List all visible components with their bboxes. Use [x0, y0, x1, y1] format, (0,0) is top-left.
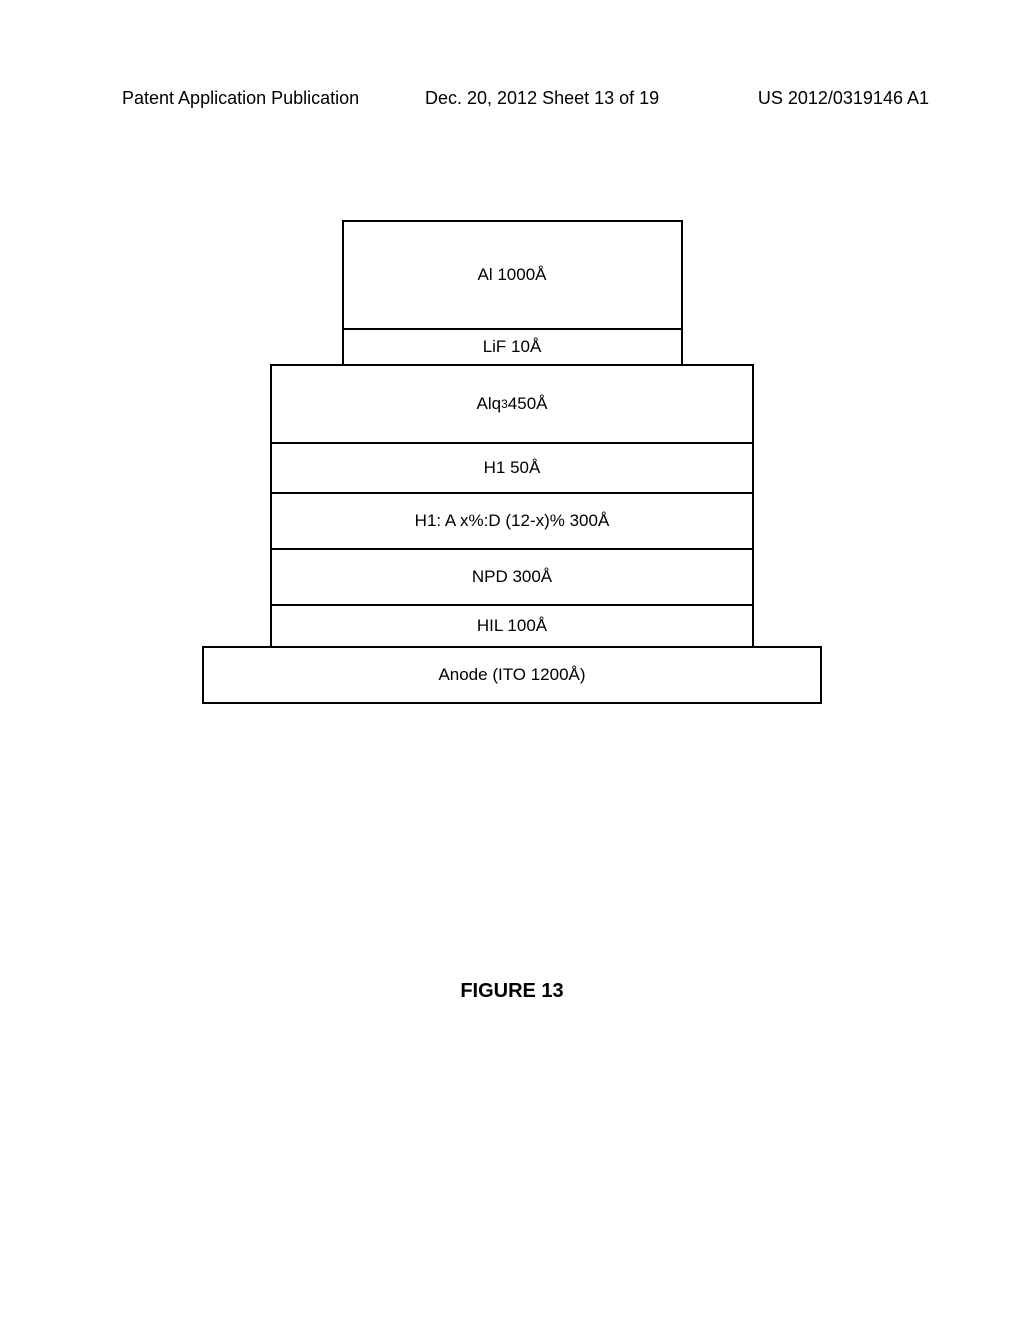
layer-7: Anode (ITO 1200Å) [202, 646, 822, 704]
layer-diagram: Al 1000ÅLiF 10ÅAlq3 450ÅH1 50ÅH1: A x%:D… [202, 220, 822, 704]
header-right: US 2012/0319146 A1 [758, 88, 929, 109]
layer-4: H1: A x%:D (12-x)% 300Å [270, 492, 754, 550]
figure-label: FIGURE 13 [0, 980, 1024, 1003]
layer-6: HIL 100Å [270, 604, 754, 648]
header-left: Patent Application Publication [122, 88, 359, 109]
layer-5: NPD 300Å [270, 548, 754, 606]
layer-1: LiF 10Å [342, 328, 683, 366]
layer-3: H1 50Å [270, 442, 754, 494]
header-mid: Dec. 20, 2012 Sheet 13 of 19 [425, 88, 659, 109]
layer-0: Al 1000Å [342, 220, 683, 330]
layer-2: Alq3 450Å [270, 364, 754, 444]
layer-stack: Al 1000ÅLiF 10ÅAlq3 450ÅH1 50ÅH1: A x%:D… [202, 220, 822, 704]
